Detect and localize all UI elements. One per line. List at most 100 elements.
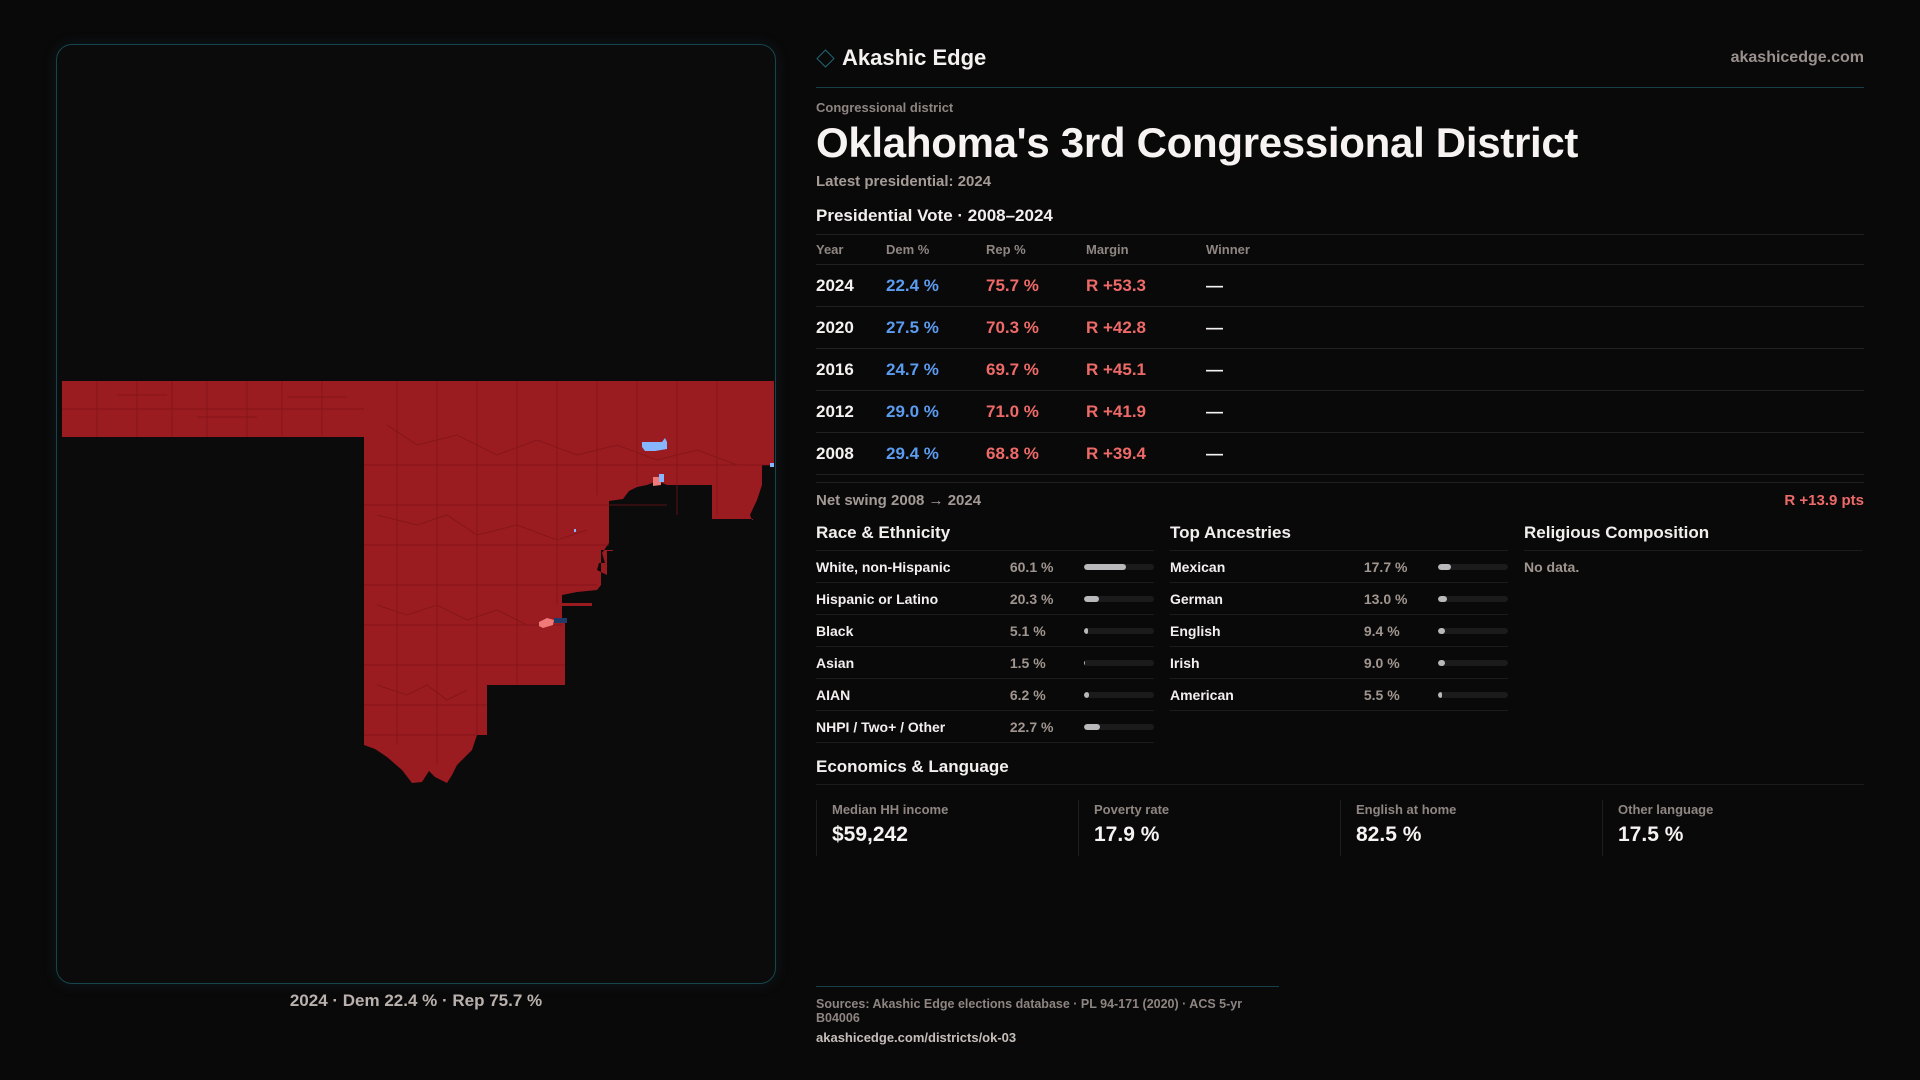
percent-bar-fill [1084,627,1088,634]
item-label: AIAN [816,686,851,703]
percent-bar-track [1438,627,1509,634]
race-ethnicity-list: White, non-Hispanic 60.1 % Hispanic or Lat… [816,551,1155,744]
page-url-link[interactable]: akashicedge.com/districts/ok-03 [816,1030,1017,1045]
percent-bar-track [1084,723,1155,730]
year-cell: 2016 [816,348,886,392]
dem-cell: 27.5 % [886,306,986,350]
precinct-dem-east[interactable] [770,463,774,467]
page-title: Oklahoma's 3rd Congressional District [816,119,1579,166]
table-row: 2008 29.4 % 68.8 % R +39.4 — [816,432,1864,476]
district-map-panel[interactable] [56,44,776,984]
item-percent: 60.1 % [1009,558,1054,575]
percent-bar-fill [1438,659,1445,666]
percent-bar-track [1438,691,1509,698]
precinct-dem-stillwater[interactable] [642,438,667,451]
dem-cell: 22.4 % [886,264,986,308]
district-precincts-rep[interactable] [62,381,774,783]
dem-cell: 24.7 % [886,348,986,392]
percent-bar-fill [1084,563,1127,570]
econ-stat-value: 17.5 % [1618,823,1684,847]
econ-stat-label: Other language [1618,802,1714,818]
item-label: American [1170,686,1234,703]
precinct-rep-light-south[interactable] [539,618,554,628]
year-cell: 2012 [816,390,886,434]
margin-cell: R +41.9 [1086,390,1206,434]
list-item: Hispanic or Latino 20.3 % [816,583,1155,616]
header-margin: Margin [1086,234,1206,266]
item-label: White, non-Hispanic [816,558,951,575]
map-caption: 2024 · Dem 22.4 % · Rep 75.7 % [289,991,543,1010]
rep-cell: 69.7 % [986,348,1086,392]
item-label: English [1170,622,1221,639]
margin-cell: R +42.8 [1086,306,1206,350]
winner-cell: — [1206,306,1864,350]
year-cell: 2020 [816,306,886,350]
item-label: Irish [1170,654,1200,671]
ancestry-section: Top Ancestries Mexican 17.7 % German 13.0 %… [1170,523,1509,743]
table-header-row: Year Dem % Rep % Margin Winner [816,234,1864,266]
rep-cell: 71.0 % [986,390,1086,434]
religion-title: Religious Composition [1524,523,1862,552]
list-item: English 9.4 % [1170,615,1509,648]
percent-bar-track [1084,627,1155,634]
list-item: AIAN 6.2 % [816,679,1155,712]
list-item: NHPI / Two+ / Other 22.7 % [816,711,1155,744]
item-percent: 22.7 % [1009,718,1054,735]
margin-cell: R +53.3 [1086,264,1206,308]
econ-stat-label: Poverty rate [1094,802,1170,818]
race-ethnicity-section: Race & Ethnicity White, non-Hispanic 60.1… [816,523,1155,744]
brand-name: Akashic Edge [842,45,987,70]
economics-grid: Median HH income $59,242 Poverty rate 17… [816,800,1864,857]
district-type-label: Congressional district [816,100,954,115]
percent-bar-track [1084,691,1155,698]
year-cell: 2024 [816,264,886,308]
item-percent: 6.2 % [1009,686,1046,703]
percent-bar-fill [1438,691,1443,698]
year-cell: 2008 [816,432,886,476]
net-swing-row: Net swing 2008 → 2024 R +13.9 pts [816,482,1864,509]
winner-cell: — [1206,432,1864,476]
precinct-dem-dark-south[interactable] [554,618,567,623]
percent-bar-track [1438,595,1509,602]
brand[interactable]: Akashic Edge [816,45,986,71]
race-ethnicity-title: Race & Ethnicity [816,523,1154,552]
margin-cell: R +45.1 [1086,348,1206,392]
dem-cell: 29.0 % [886,390,986,434]
item-label: NHPI / Two+ / Other [816,718,946,735]
econ-stat-value: 82.5 % [1356,823,1422,847]
item-percent: 13.0 % [1363,590,1408,607]
percent-bar-fill [1438,627,1445,634]
ancestry-title: Top Ancestries [1170,523,1508,552]
header-dem: Dem % [886,234,986,266]
precinct-dem-north[interactable] [659,474,664,482]
header-divider [816,87,1864,88]
winner-cell: — [1206,264,1864,308]
econ-stat-english-at-home: English at home 82.5 % [1340,800,1602,857]
list-item: Black 5.1 % [816,615,1155,648]
percent-bar-fill [1084,595,1099,602]
district-profile: Akashic Edge akashicedge.com Congression… [816,40,1864,857]
religion-section: Religious Composition No data. [1524,523,1862,743]
list-item: American 5.5 % [1170,679,1509,712]
table-row: 2024 22.4 % 75.7 % R +53.3 — [816,264,1864,308]
percent-bar-fill [1438,595,1448,602]
econ-stat-value: 17.9 % [1094,823,1160,847]
sources-text: Sources: Akashic Edge elections database… [816,997,1243,1025]
district-map[interactable] [57,45,776,984]
item-percent: 5.5 % [1363,686,1400,703]
item-label: German [1170,590,1223,607]
header-year: Year [816,234,886,266]
item-percent: 17.7 % [1363,558,1408,575]
diamond-outline-icon [816,49,834,67]
precinct-dem-central[interactable] [574,529,576,532]
table-row: 2020 27.5 % 70.3 % R +42.8 — [816,306,1864,350]
item-percent: 5.1 % [1009,622,1046,639]
table-row: 2016 24.7 % 69.7 % R +45.1 — [816,348,1864,392]
rep-cell: 75.7 % [986,264,1086,308]
site-link[interactable]: akashicedge.com [1730,49,1864,66]
presidential-vote-title: Presidential Vote · 2008–2024 [816,206,1053,226]
margin-cell: R +39.4 [1086,432,1206,476]
ancestry-list: Mexican 17.7 % German 13.0 % English 9.4 % Iri… [1170,551,1509,712]
footer: Sources: Akashic Edge elections database… [816,986,1279,1045]
presidential-vote-table: Year Dem % Rep % Margin Winner 2024 22.4… [816,234,1864,476]
